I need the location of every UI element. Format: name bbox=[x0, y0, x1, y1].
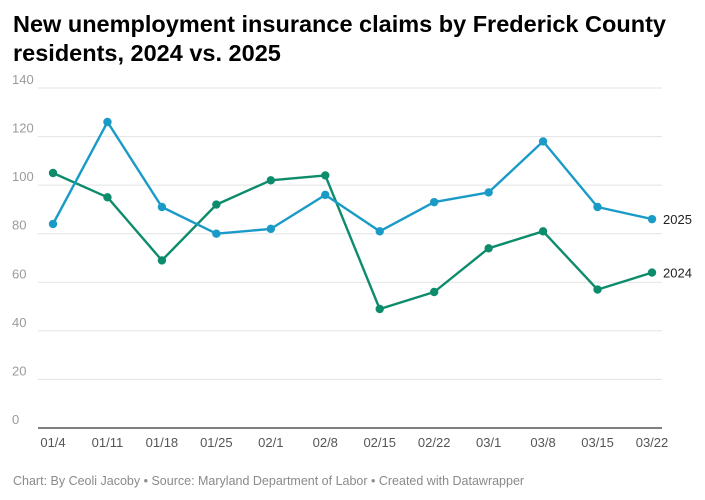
x-tick-label: 01/11 bbox=[92, 435, 124, 450]
y-tick-label: 80 bbox=[12, 218, 26, 233]
x-tick-label: 03/22 bbox=[636, 435, 669, 450]
data-point-2024 bbox=[484, 244, 493, 253]
data-point-2025 bbox=[484, 188, 493, 197]
series-label-2025: 2025 bbox=[663, 212, 692, 227]
series-lines bbox=[51, 120, 654, 311]
data-point-2024 bbox=[48, 168, 58, 178]
data-point-2024 bbox=[103, 193, 112, 202]
x-tick-label: 02/22 bbox=[418, 435, 451, 450]
data-point-2025 bbox=[157, 202, 167, 212]
data-point-2024 bbox=[429, 287, 439, 297]
data-point-2025 bbox=[538, 137, 548, 146]
data-point-2025 bbox=[321, 190, 330, 200]
data-point-2024 bbox=[212, 200, 221, 209]
x-tick-label: 01/4 bbox=[40, 435, 65, 450]
y-tick-label: 0 bbox=[12, 412, 19, 427]
data-point-2024 bbox=[375, 304, 384, 314]
y-axis-tick-labels: 0 20 40 60 80 100 120 140 bbox=[12, 72, 34, 427]
data-point-2024 bbox=[266, 176, 276, 185]
data-point-2025 bbox=[103, 117, 112, 127]
x-tick-label: 02/1 bbox=[258, 435, 283, 450]
x-axis-tick-labels: 01/4 01/11 01/18 01/25 02/1 02/8 02/15 02/22 03/… bbox=[40, 435, 668, 450]
x-tick-label: 02/15 bbox=[363, 435, 396, 450]
data-point-2025 bbox=[593, 202, 602, 212]
data-point-2025 bbox=[48, 219, 58, 229]
series-points bbox=[48, 117, 657, 314]
x-tick-label: 03/1 bbox=[476, 435, 501, 450]
y-tick-label: 20 bbox=[12, 363, 26, 378]
y-tick-label: 40 bbox=[12, 315, 26, 330]
series-label-2024: 2024 bbox=[663, 266, 692, 281]
line-chart: 0 20 40 60 80 100 120 140 01/4 01/11 01/18 01/25 02… bbox=[12, 72, 692, 450]
x-tick-label: 01/25 bbox=[200, 435, 233, 450]
gridlines bbox=[38, 87, 662, 429]
data-point-2024 bbox=[538, 227, 548, 236]
series-line-2024 bbox=[51, 171, 654, 311]
data-point-2025 bbox=[266, 224, 276, 234]
data-point-2025 bbox=[375, 227, 384, 236]
x-tick-label: 03/8 bbox=[530, 435, 555, 450]
y-tick-label: 60 bbox=[12, 266, 26, 281]
y-tick-label: 140 bbox=[12, 72, 34, 87]
chart-title: New unemployment insurance claims by Fre… bbox=[13, 11, 666, 66]
data-point-2025 bbox=[429, 197, 439, 207]
data-point-2025 bbox=[212, 229, 221, 238]
series-labels: 2024 2025 bbox=[663, 212, 692, 280]
y-tick-label: 120 bbox=[12, 121, 34, 136]
data-point-2024 bbox=[647, 268, 657, 277]
data-point-2024 bbox=[593, 285, 602, 294]
x-tick-label: 03/15 bbox=[581, 435, 614, 450]
chart-footer: Chart: By Ceoli Jacoby • Source: Marylan… bbox=[13, 474, 525, 488]
data-point-2025 bbox=[647, 214, 657, 224]
y-tick-label: 100 bbox=[12, 169, 34, 184]
data-point-2024 bbox=[157, 256, 167, 265]
x-tick-label: 02/8 bbox=[313, 435, 338, 450]
x-tick-label: 01/18 bbox=[146, 435, 179, 450]
series-line-2025 bbox=[51, 120, 654, 235]
data-point-2024 bbox=[321, 171, 330, 180]
